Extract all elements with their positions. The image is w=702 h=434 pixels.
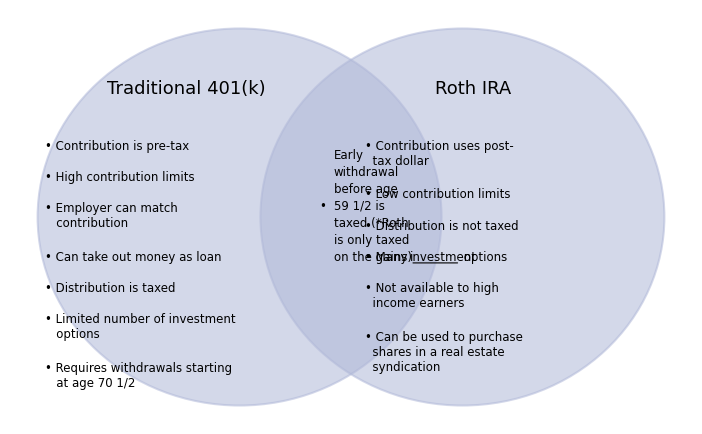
Text: • Contribution uses post-
  tax dollar: • Contribution uses post- tax dollar — [365, 140, 514, 168]
Text: • Requires withdrawals starting
   at age 70 1/2: • Requires withdrawals starting at age 7… — [44, 362, 232, 390]
Ellipse shape — [260, 29, 664, 405]
Text: • Can be used to purchase
  shares in a real estate
  syndication: • Can be used to purchase shares in a re… — [365, 331, 523, 374]
Text: Traditional 401(k): Traditional 401(k) — [107, 80, 266, 98]
Text: Roth IRA: Roth IRA — [435, 80, 511, 98]
Text: • Contribution is pre-tax: • Contribution is pre-tax — [44, 140, 189, 153]
Ellipse shape — [38, 29, 442, 405]
Text: • Distribution is taxed: • Distribution is taxed — [44, 282, 175, 295]
Text: investment: investment — [410, 251, 477, 264]
Text: •: • — [319, 200, 326, 213]
Text: • Low contribution limits: • Low contribution limits — [365, 188, 510, 201]
Text: • High contribution limits: • High contribution limits — [44, 171, 194, 184]
Text: • Distribution is not taxed: • Distribution is not taxed — [365, 220, 519, 233]
Text: • Many: • Many — [365, 251, 411, 264]
Text: • Not available to high
  income earners: • Not available to high income earners — [365, 282, 499, 310]
Text: Early
withdrawal
before age
59 1/2 is
taxed (*Roth
is only taxed
on the gains): Early withdrawal before age 59 1/2 is ta… — [333, 149, 411, 264]
Text: • Can take out money as loan: • Can take out money as loan — [44, 251, 221, 264]
Text: • Limited number of investment
   options: • Limited number of investment options — [44, 313, 235, 342]
Text: • Employer can match
   contribution: • Employer can match contribution — [44, 202, 178, 230]
Text: options: options — [461, 251, 508, 264]
